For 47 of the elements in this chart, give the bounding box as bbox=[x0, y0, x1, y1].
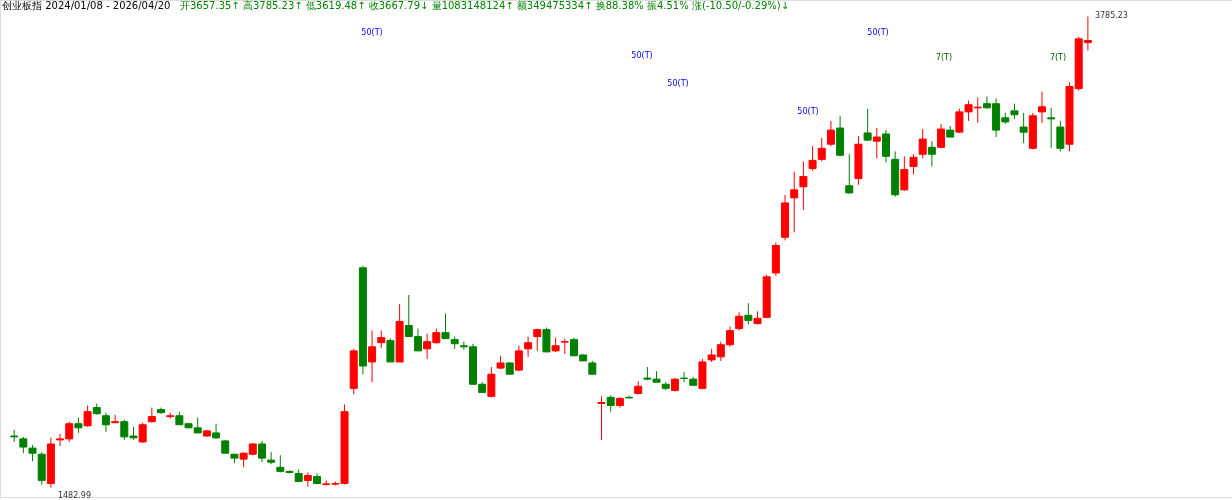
text: 1482.99 bbox=[57, 490, 91, 500]
annotation: 7(T) bbox=[1049, 53, 1067, 62]
candlestick bbox=[368, 330, 377, 383]
text: 3785.23 bbox=[1094, 11, 1128, 21]
candlestick bbox=[267, 451, 276, 465]
candlestick bbox=[918, 128, 927, 159]
candlestick bbox=[625, 395, 634, 399]
candlestick bbox=[101, 412, 110, 433]
candlestick bbox=[83, 405, 92, 428]
candlestick bbox=[799, 160, 808, 211]
candlestick bbox=[542, 327, 551, 353]
candlestick bbox=[1056, 120, 1065, 152]
candlestick bbox=[927, 140, 936, 168]
candlestick bbox=[386, 338, 395, 363]
candlestick bbox=[111, 414, 120, 424]
annotation: 50(T) bbox=[361, 28, 383, 37]
candlestick bbox=[514, 345, 523, 372]
candlestick bbox=[524, 336, 533, 358]
candlestick bbox=[212, 423, 221, 440]
candlestick bbox=[909, 153, 918, 175]
candlestick bbox=[597, 395, 606, 441]
candlestick bbox=[900, 155, 909, 192]
candlestick bbox=[937, 123, 946, 149]
annotation: 7(T) bbox=[935, 53, 953, 62]
candlestick bbox=[808, 145, 817, 172]
candlestick bbox=[817, 137, 826, 162]
candlestick bbox=[872, 127, 881, 159]
candlestick bbox=[487, 366, 496, 398]
chart-subtitle: 开3657.35↑ 高3785.23↑ 低3619.48↑ 收3667.79↓ 量1083148124↑ 额349475334↑ 换88.38% 振4.51% 涨(-10.50/-0.29%)↓ bbox=[180, 0, 790, 11]
candlestick bbox=[826, 120, 835, 147]
candlestick bbox=[138, 422, 147, 444]
candlestick bbox=[845, 153, 854, 195]
annotation: 50(T) bbox=[667, 79, 689, 88]
candlestick bbox=[790, 171, 799, 233]
candlestick bbox=[881, 129, 890, 163]
candlestick bbox=[441, 312, 450, 340]
candlestick bbox=[1019, 112, 1028, 144]
annotation: 50(T) bbox=[867, 28, 889, 37]
candlestick bbox=[1037, 91, 1046, 124]
candlestick bbox=[735, 311, 744, 332]
candlestick bbox=[257, 440, 266, 463]
candlestick bbox=[744, 302, 753, 325]
candlestick bbox=[863, 108, 872, 142]
candlestick bbox=[1047, 107, 1056, 149]
chart-title: 创业板指 2024/01/08 - 2026/04/20 bbox=[2, 0, 171, 11]
annotation: 50(T) bbox=[797, 107, 819, 116]
annotation: 50(T) bbox=[631, 51, 653, 60]
